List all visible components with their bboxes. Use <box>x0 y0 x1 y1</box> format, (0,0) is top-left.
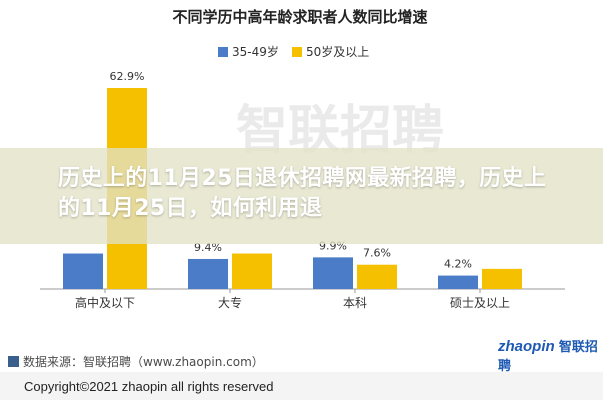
bar-35-49-2 <box>313 257 353 289</box>
logo-latin: zhaopin <box>498 338 555 355</box>
bar-35-49-3 <box>438 275 478 289</box>
bar-35-49-1 <box>188 258 228 289</box>
source-line: 数据来源：智联招聘（www.zhaopin.com） <box>8 353 264 370</box>
legend-label-50-plus: 50岁及以上 <box>306 44 369 59</box>
footer-bar <box>0 372 603 400</box>
bar-50-plus-1 <box>232 253 272 289</box>
overlay-banner <box>0 148 603 244</box>
chart-title: 不同学历中高年龄求职者人数同比增速 <box>172 8 427 26</box>
bar-50-plus-2 <box>357 264 397 289</box>
zhaopin-logo: zhaopin 智联招聘 <box>498 336 603 374</box>
bars-group: 62.9%9.4% 9.9%7.6%4.2% <box>63 70 522 289</box>
x-tick-label-2: 本科 <box>343 296 367 310</box>
data-label-50-plus-0: 62.9% <box>110 70 145 83</box>
source-bullet-icon <box>8 356 19 367</box>
headline-overlay: 历史上的11月25日退休招聘网最新招聘，历史上的11月25日，如何利用退 <box>58 166 547 221</box>
bar-35-49-0 <box>63 253 103 289</box>
data-label-50-plus-2: 7.6% <box>363 247 391 260</box>
legend-swatch-50-plus <box>292 47 302 57</box>
logo-cn: 智联招聘 <box>498 339 598 373</box>
legend: 35-49岁 50岁及以上 <box>218 44 369 59</box>
copyright-text: Copyright©2021 zhaopin all rights reserv… <box>24 379 274 394</box>
bar-50-plus-3 <box>482 268 522 289</box>
x-tick-labels: 高中及以下 大专 本科 硕士及以上 <box>75 289 510 310</box>
data-label-35-49-3: 4.2% <box>444 258 472 271</box>
data-label-35-49-1: 9.4% <box>194 241 222 254</box>
source-text: 数据来源：智联招聘（www.zhaopin.com） <box>23 355 264 369</box>
legend-swatch-35-49 <box>218 47 228 57</box>
x-tick-label-3: 硕士及以上 <box>450 296 510 310</box>
x-tick-label-1: 大专 <box>218 295 242 310</box>
x-tick-label-0: 高中及以下 <box>75 295 135 310</box>
legend-label-35-49: 35-49岁 <box>232 44 279 59</box>
